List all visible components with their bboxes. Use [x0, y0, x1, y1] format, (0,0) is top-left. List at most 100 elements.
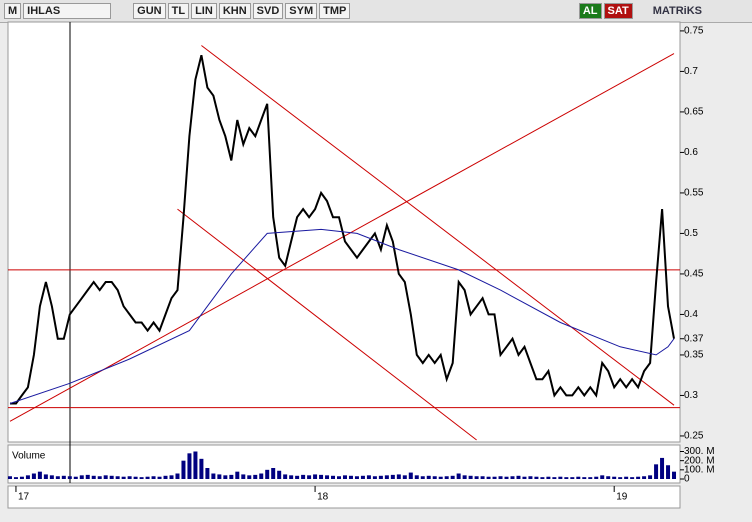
toolbar-button[interactable]: LIN	[191, 3, 217, 19]
volume-bar	[372, 476, 377, 479]
symbol[interactable]: IHLAS	[23, 3, 112, 19]
volume-bar	[211, 473, 216, 479]
toolbar-button[interactable]: TL	[167, 3, 190, 19]
volume-bar	[199, 458, 204, 479]
y-tick-label: 0.25	[684, 431, 704, 442]
volume-bar	[121, 476, 126, 479]
volume-bar	[61, 475, 66, 479]
volume-bar	[25, 475, 30, 479]
volume-bar	[468, 475, 473, 479]
volume-bar	[277, 470, 282, 479]
volume-bar	[223, 475, 228, 479]
volume-bar	[289, 475, 294, 479]
y-tick-label: 0.6	[684, 147, 698, 158]
volume-bar	[55, 476, 60, 479]
volume-bar	[85, 474, 90, 479]
volume-bar	[444, 476, 449, 479]
volume-bar	[522, 476, 527, 479]
volume-bar	[516, 475, 521, 479]
volume-bar	[193, 451, 198, 479]
volume-bar	[31, 473, 36, 479]
volume-bar	[642, 476, 647, 479]
volume-bar	[648, 475, 653, 479]
toolbar-button[interactable]: TMP	[319, 3, 351, 19]
volume-bar	[492, 476, 497, 479]
volume-tick-label: 200. M	[684, 455, 715, 466]
toolbar-button[interactable]: GUN	[133, 3, 166, 19]
buttons: GUN TL LIN KHN SVD SYM TMP	[131, 3, 351, 19]
x-tick-label: 19	[616, 492, 628, 503]
volume-bar	[331, 475, 336, 479]
volume-bar	[600, 475, 605, 479]
volume-bar	[169, 475, 174, 479]
volume-bar	[654, 464, 659, 479]
volume-bar	[127, 476, 132, 479]
volume-bar	[205, 468, 210, 479]
toolbar-button[interactable]: SYM	[285, 3, 318, 19]
volume-bar	[576, 476, 581, 479]
y-tick-label: 0.7	[684, 66, 698, 77]
volume-tick-label: 0	[684, 474, 690, 485]
series-line	[10, 54, 675, 405]
volume-bar	[217, 474, 222, 479]
volume-bar	[354, 476, 359, 479]
volume-bar	[612, 476, 617, 479]
volume-bar	[133, 476, 138, 479]
volume-bar	[504, 476, 509, 479]
volume-bar	[181, 460, 186, 479]
toolbar: M IHLAS GUN TL LIN KHN SVD SYM TMP AL SAT MATR…	[0, 0, 752, 23]
volume-bar	[564, 477, 569, 479]
volume-bar	[145, 476, 150, 479]
volume-bar	[636, 476, 641, 479]
volume-bar	[253, 474, 258, 479]
y-tick-label: 0.55	[684, 188, 704, 199]
volume-bar	[426, 475, 431, 479]
volume-bar	[486, 476, 491, 479]
volume-bar	[438, 476, 443, 479]
volume-bar	[378, 475, 383, 479]
sell-button[interactable]: SAT	[603, 3, 633, 19]
volume-bar	[259, 473, 264, 479]
volume-bar	[283, 474, 288, 479]
volume-bar	[301, 474, 306, 479]
volume-bar	[337, 476, 342, 479]
volume-bar	[630, 477, 635, 479]
volume-bar	[7, 476, 12, 479]
y-tick-label: 0.75	[684, 26, 704, 37]
volume-bar	[37, 471, 42, 479]
volume-bar	[79, 475, 84, 479]
volume-bar	[247, 475, 252, 479]
volume-bar	[510, 476, 515, 479]
volume-bar	[342, 475, 347, 479]
volume-bar	[528, 476, 533, 479]
y-tick-label: 0.5	[684, 228, 698, 239]
volume-bar	[157, 476, 162, 479]
volume-bar	[540, 477, 545, 479]
volume-tick-label: 100. M	[684, 464, 715, 475]
volume-bar	[241, 474, 246, 479]
trend-line	[177, 208, 477, 441]
toolbar-button[interactable]: SVD	[252, 3, 284, 19]
y-tick-label: 0.3	[684, 390, 698, 401]
buy-button[interactable]: AL	[578, 3, 602, 19]
toolbar-button[interactable]: KHN	[218, 3, 251, 19]
volume-bar	[546, 476, 551, 479]
volume-bar	[103, 475, 108, 479]
volume-bar	[534, 476, 539, 479]
volume-bar	[624, 476, 629, 479]
volume-bar	[480, 476, 485, 479]
volume-bar	[660, 457, 665, 479]
volume-bar	[408, 472, 413, 479]
volume-bar	[313, 474, 318, 479]
y-tick-label: 0.35	[684, 350, 704, 361]
volume-bar	[151, 476, 156, 479]
volume-bar	[325, 475, 330, 479]
volume-bar	[588, 477, 593, 479]
volume-bar	[396, 474, 401, 479]
logo[interactable]: M	[4, 3, 22, 19]
volume-bar	[348, 475, 353, 479]
volume-bar	[552, 477, 557, 479]
series-line	[9, 228, 675, 404]
